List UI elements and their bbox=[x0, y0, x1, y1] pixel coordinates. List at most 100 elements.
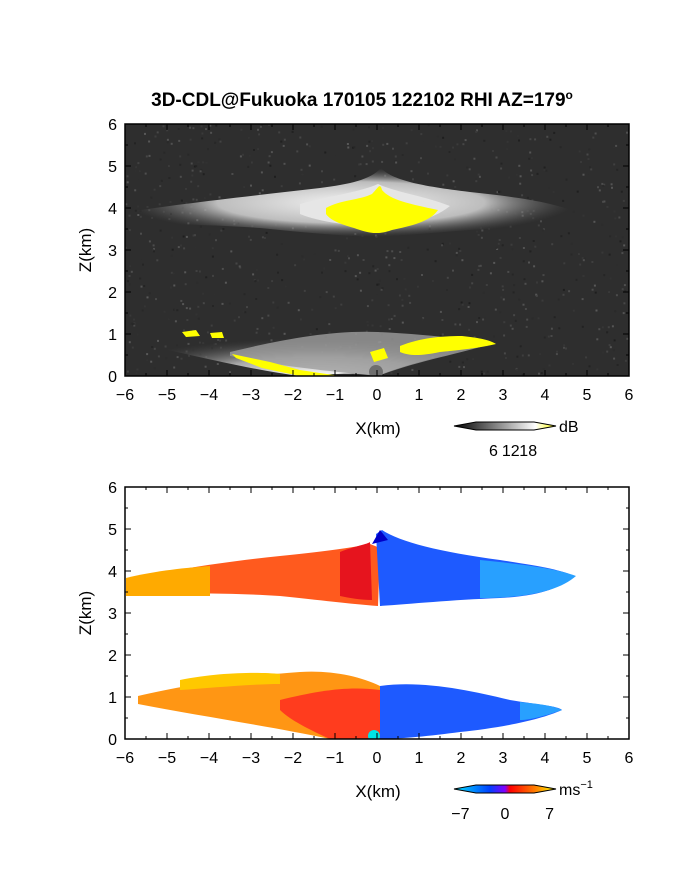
noise-speckle bbox=[460, 301, 463, 304]
x-tick-label: −4 bbox=[200, 750, 218, 767]
noise-speckle bbox=[511, 327, 514, 330]
noise-speckle bbox=[582, 259, 585, 262]
noise-speckle bbox=[543, 336, 546, 339]
noise-speckle bbox=[354, 175, 357, 178]
noise-speckle bbox=[477, 233, 480, 236]
noise-speckle bbox=[212, 274, 214, 277]
noise-speckle bbox=[473, 157, 476, 160]
noise-speckle bbox=[615, 144, 618, 147]
noise-speckle bbox=[481, 229, 484, 232]
noise-speckle bbox=[233, 319, 236, 322]
noise-speckle bbox=[420, 157, 422, 160]
noise-speckle bbox=[308, 145, 311, 148]
noise-speckle bbox=[558, 327, 561, 330]
noise-speckle bbox=[588, 365, 591, 368]
noise-speckle bbox=[333, 178, 336, 181]
noise-speckle bbox=[479, 264, 482, 267]
noise-speckle bbox=[200, 168, 203, 171]
noise-speckle bbox=[475, 177, 478, 180]
noise-speckle bbox=[483, 139, 486, 142]
noise-speckle bbox=[518, 164, 521, 167]
noise-speckle bbox=[483, 372, 486, 375]
noise-speckle bbox=[258, 133, 261, 136]
noise-speckle bbox=[133, 322, 136, 325]
x-tick-label: −2 bbox=[284, 387, 302, 404]
colorbar-tick-label: 0 bbox=[501, 806, 510, 823]
noise-speckle bbox=[218, 196, 221, 199]
noise-speckle bbox=[189, 307, 192, 310]
noise-speckle bbox=[300, 168, 303, 171]
noise-speckle bbox=[607, 326, 610, 329]
noise-speckle bbox=[280, 243, 283, 245]
noise-speckle bbox=[410, 129, 413, 132]
noise-speckle bbox=[392, 147, 394, 150]
noise-speckle bbox=[519, 345, 522, 348]
noise-speckle bbox=[132, 323, 135, 326]
noise-speckle bbox=[205, 276, 208, 279]
noise-speckle bbox=[543, 169, 546, 171]
noise-speckle bbox=[526, 196, 529, 199]
noise-speckle bbox=[253, 149, 255, 151]
noise-speckle bbox=[516, 355, 519, 358]
noise-speckle bbox=[239, 266, 242, 269]
noise-speckle bbox=[594, 132, 597, 135]
noise-speckle bbox=[459, 250, 462, 252]
backscatter-colorbar-bar bbox=[453, 421, 557, 431]
noise-speckle bbox=[153, 367, 156, 370]
noise-speckle bbox=[170, 142, 173, 145]
x-tick-label: 2 bbox=[457, 387, 466, 404]
noise-speckle bbox=[531, 199, 534, 202]
noise-speckle bbox=[166, 138, 169, 141]
noise-speckle bbox=[456, 143, 459, 146]
noise-speckle bbox=[241, 228, 244, 231]
noise-speckle bbox=[590, 168, 593, 171]
noise-speckle bbox=[401, 298, 404, 301]
noise-speckle bbox=[531, 174, 534, 177]
noise-speckle bbox=[146, 359, 149, 362]
noise-speckle bbox=[595, 309, 598, 312]
noise-speckle bbox=[390, 372, 393, 375]
y-tick-label: 6 bbox=[108, 480, 117, 497]
noise-speckle bbox=[466, 358, 469, 361]
noise-speckle bbox=[509, 324, 512, 327]
noise-speckle bbox=[431, 280, 434, 282]
noise-speckle bbox=[405, 142, 408, 145]
noise-speckle bbox=[134, 189, 137, 192]
noise-speckle bbox=[171, 248, 174, 251]
noise-speckle bbox=[214, 141, 217, 144]
noise-speckle bbox=[346, 255, 349, 258]
noise-speckle bbox=[518, 298, 521, 301]
noise-speckle bbox=[231, 173, 234, 175]
noise-speckle bbox=[515, 367, 518, 370]
noise-speckle bbox=[519, 182, 522, 185]
noise-speckle bbox=[301, 255, 304, 258]
noise-speckle bbox=[209, 124, 212, 127]
noise-speckle bbox=[394, 160, 397, 163]
noise-speckle bbox=[205, 161, 208, 164]
noise-speckle bbox=[613, 357, 616, 360]
noise-speckle bbox=[452, 180, 455, 183]
noise-speckle bbox=[556, 350, 559, 353]
noise-speckle bbox=[498, 239, 501, 241]
noise-speckle bbox=[146, 205, 149, 208]
noise-speckle bbox=[189, 138, 192, 141]
noise-speckle bbox=[205, 128, 207, 131]
noise-speckle bbox=[393, 257, 396, 260]
upper-layer-west-tail bbox=[126, 566, 210, 596]
x-tick-label: 4 bbox=[541, 387, 550, 404]
noise-speckle bbox=[252, 273, 255, 276]
noise-speckle bbox=[525, 325, 528, 328]
noise-speckle bbox=[329, 259, 332, 261]
noise-speckle bbox=[621, 252, 624, 255]
noise-speckle bbox=[197, 317, 200, 320]
noise-speckle bbox=[588, 148, 591, 151]
noise-speckle bbox=[133, 324, 136, 327]
noise-speckle bbox=[195, 270, 198, 272]
noise-speckle bbox=[172, 272, 175, 275]
noise-speckle bbox=[527, 354, 530, 357]
noise-speckle bbox=[366, 305, 369, 308]
noise-speckle bbox=[159, 229, 162, 232]
noise-speckle bbox=[359, 271, 362, 274]
radar-site-top bbox=[369, 365, 383, 376]
noise-speckle bbox=[394, 155, 397, 158]
